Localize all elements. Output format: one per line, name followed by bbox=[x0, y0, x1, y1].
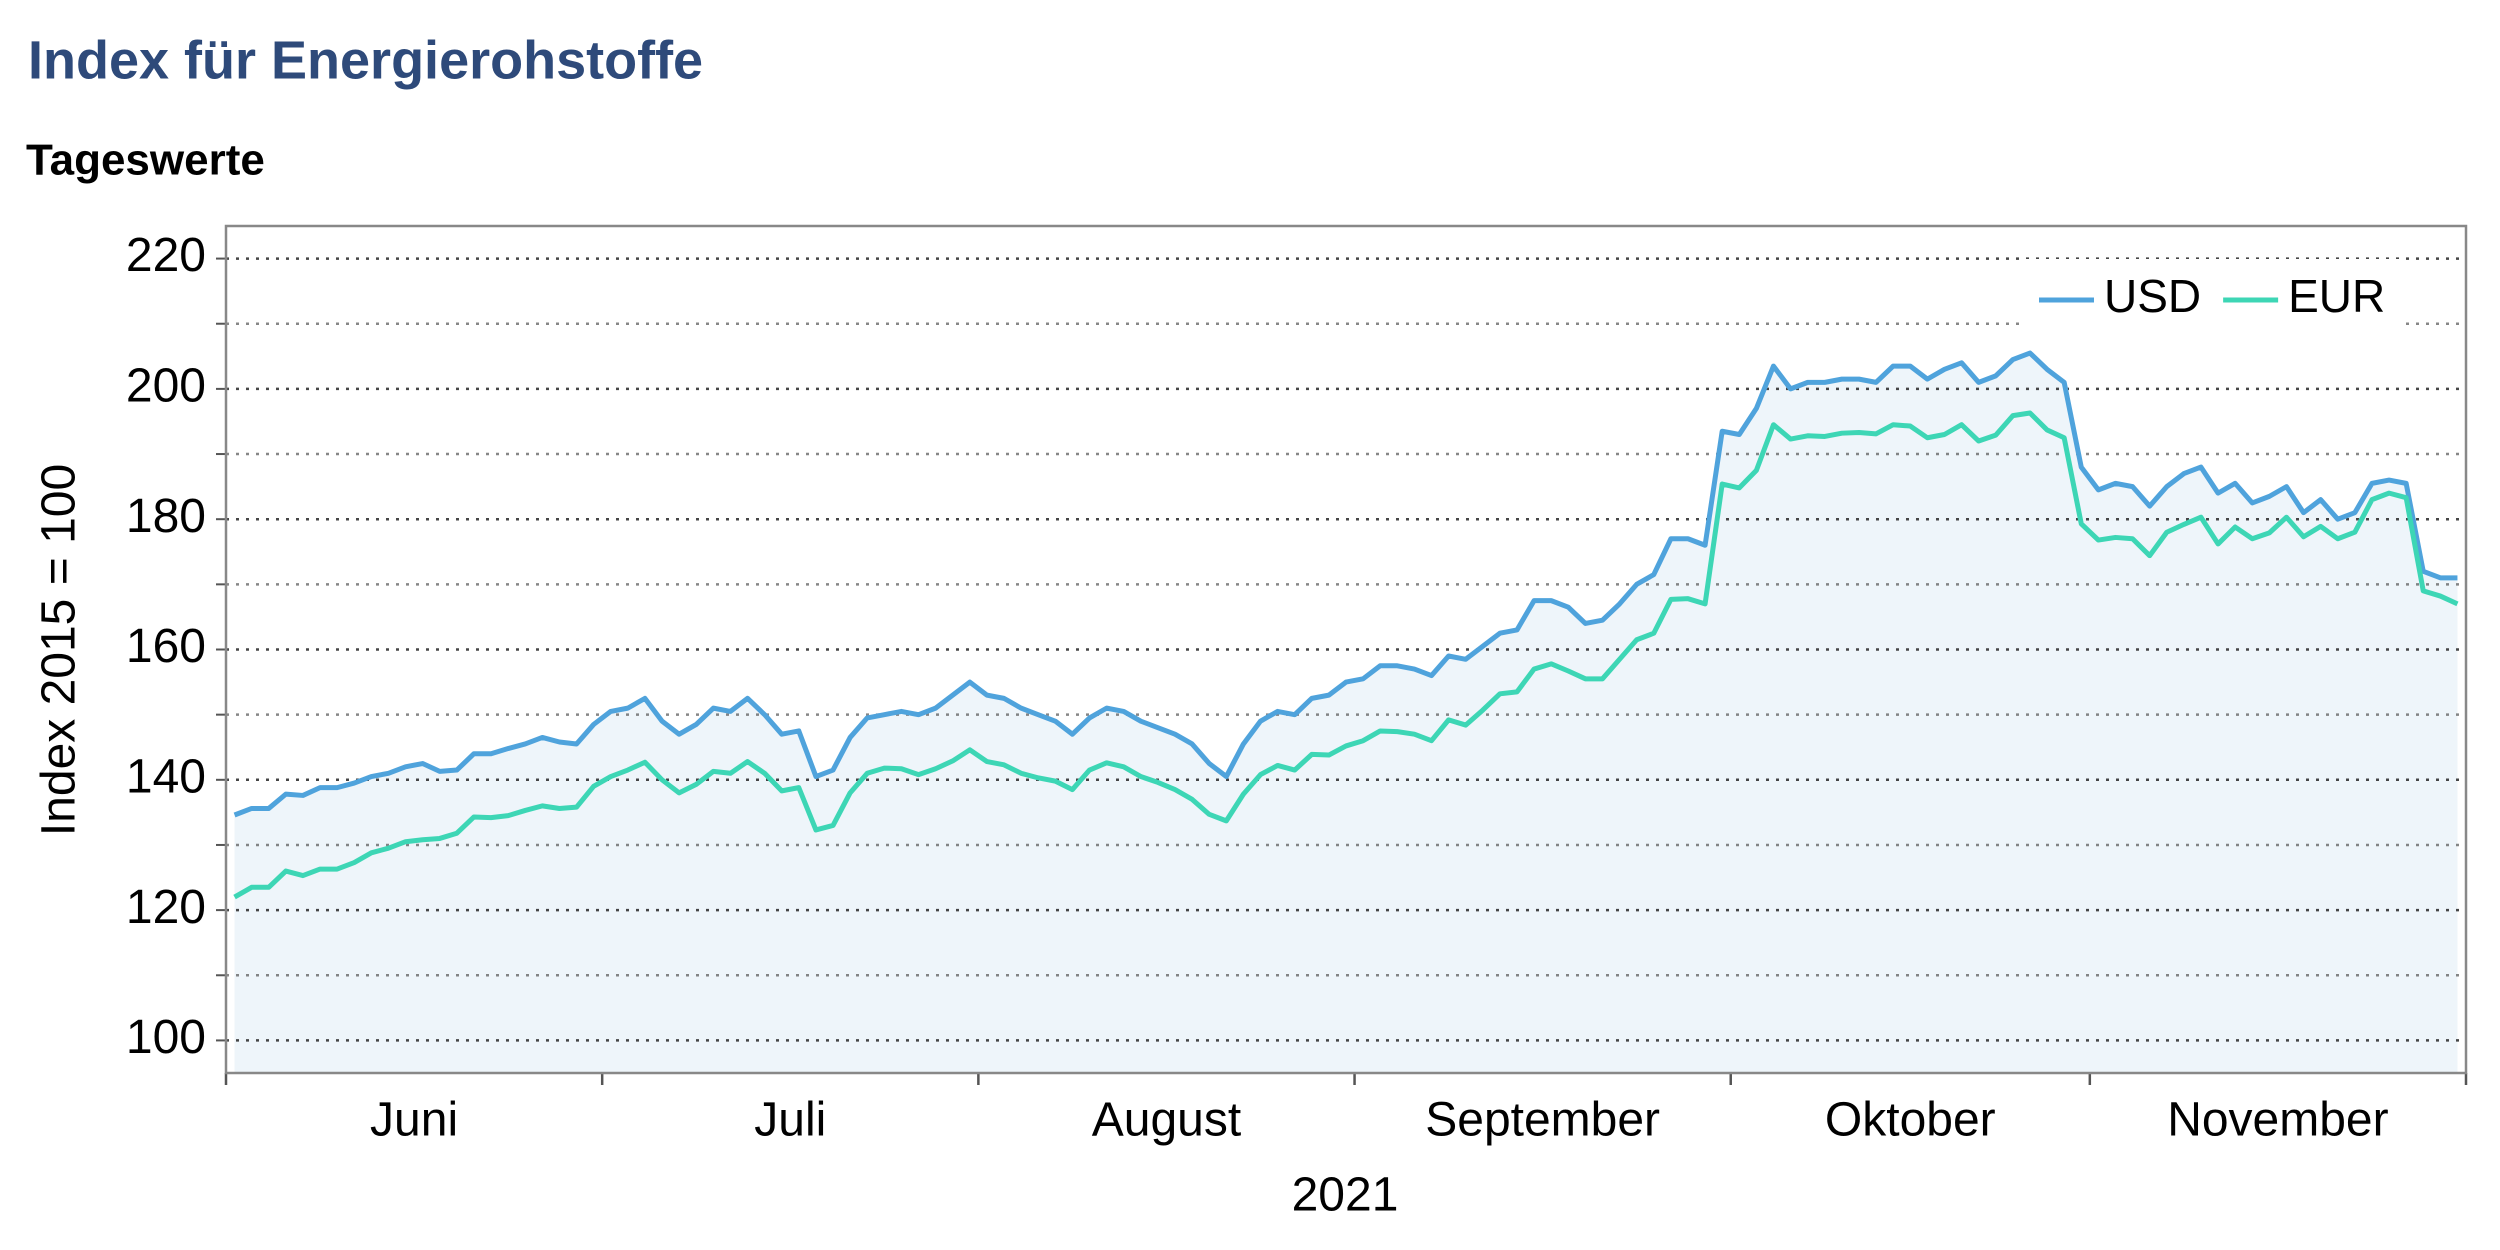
x-tick-label: Oktober bbox=[1825, 1094, 1996, 1147]
x-tick-label: Juli bbox=[754, 1094, 826, 1147]
x-axis-label: 2021 bbox=[1292, 1169, 1399, 1222]
data-line bbox=[233, 410, 2459, 900]
area-fill bbox=[234, 353, 2458, 1073]
y-tick-label: 140 bbox=[126, 750, 206, 803]
x-tick-label: November bbox=[2167, 1094, 2388, 1147]
legend-label: EUR bbox=[2288, 270, 2385, 322]
y-tick-label: 100 bbox=[126, 1011, 206, 1064]
y-tick-label: 200 bbox=[126, 360, 206, 413]
x-tick-label: Juni bbox=[370, 1094, 458, 1147]
x-tick-label: September bbox=[1425, 1094, 1660, 1147]
x-tick-label: August bbox=[1092, 1094, 1241, 1147]
plot-frame bbox=[224, 224, 2468, 1075]
y-axis-label: Index 2015 = 100 bbox=[33, 464, 86, 836]
legend-label: USD bbox=[2104, 270, 2201, 322]
data-line bbox=[233, 350, 2458, 818]
y-tick-label: 220 bbox=[126, 229, 206, 282]
y-tick-label: 160 bbox=[126, 620, 206, 673]
chart-subtitle: Tageswerte bbox=[26, 136, 265, 185]
y-tick-label: 180 bbox=[126, 490, 206, 543]
y-tick-label: 120 bbox=[126, 881, 206, 934]
chart-title: Index für Energierohstoffe bbox=[28, 30, 703, 90]
